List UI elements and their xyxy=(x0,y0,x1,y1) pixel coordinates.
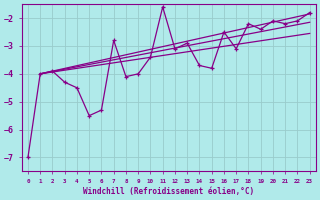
X-axis label: Windchill (Refroidissement éolien,°C): Windchill (Refroidissement éolien,°C) xyxy=(83,187,254,196)
